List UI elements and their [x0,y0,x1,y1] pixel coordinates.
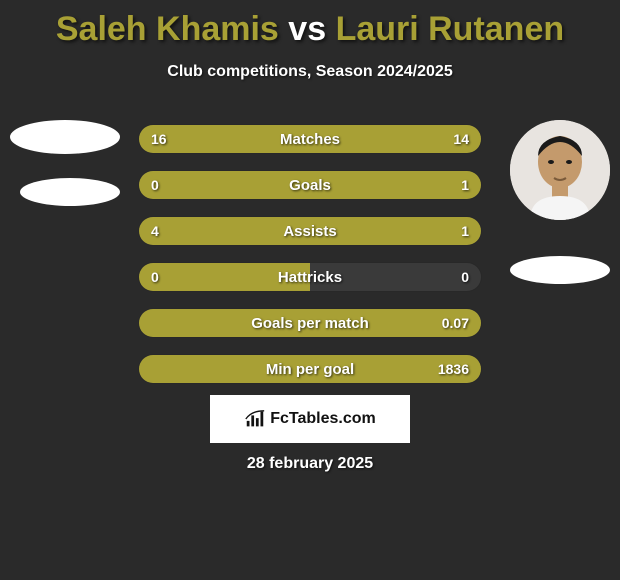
stat-bar: 0.07Goals per match [138,308,482,338]
title-player2: Lauri Rutanen [336,10,565,48]
stat-bar: 1836Min per goal [138,354,482,384]
title-vs: vs [279,10,336,48]
chart-icon [244,408,266,430]
stat-bar: 00Hattricks [138,262,482,292]
stats-bars: 1614Matches 01Goals 41Assists 00Hattricks 0.… [138,124,482,400]
footer-brand: FcTables.com [210,395,410,443]
avatar-left-blank [10,120,120,154]
stat-bar: 41Assists [138,216,482,246]
bar-label: Min per goal [139,355,481,383]
avatar-right-shadow [510,256,610,284]
bar-label: Goals [139,171,481,199]
player-face-icon [510,120,610,220]
footer-text: FcTables.com [270,410,376,428]
avatar-right [510,120,610,220]
subtitle: Club competitions, Season 2024/2025 [0,63,620,81]
title-player1: Saleh Khamis [56,10,279,48]
date-text: 28 february 2025 [0,455,620,473]
avatar-left-shadow [20,178,120,206]
stat-bar: 01Goals [138,170,482,200]
bar-label: Assists [139,217,481,245]
bar-label: Goals per match [139,309,481,337]
stat-bar: 1614Matches [138,124,482,154]
page-title: Saleh Khamis vs Lauri Rutanen [0,0,620,49]
bar-label: Hattricks [139,263,481,291]
bar-label: Matches [139,125,481,153]
